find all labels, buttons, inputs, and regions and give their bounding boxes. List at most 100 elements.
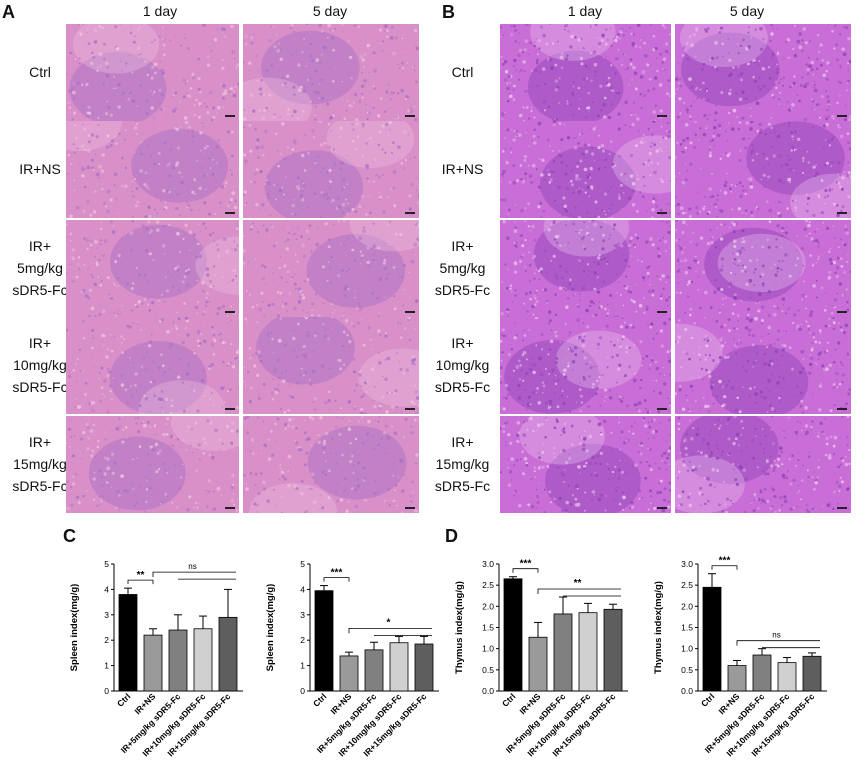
y-tick-label: 5: [104, 559, 109, 569]
significance-bracket: [711, 565, 738, 570]
spleen-tile-r1-c2: [243, 24, 419, 121]
y-tick-label: 2.5: [681, 580, 693, 590]
y-tick-label: 1.5: [681, 623, 693, 633]
y-axis-label: Spleen index(mg/g): [265, 584, 276, 672]
y-tick-label: 2: [300, 635, 305, 645]
chart-thymus-5day: Thymus index(mg/g) 0.0 0.5 1.0 1.5 2.0 2.5 3.0 C…: [644, 548, 834, 758]
y-axis-label: Thymus index(mg/g): [653, 581, 664, 674]
y-tick-label: 1.0: [681, 644, 693, 654]
significance-bracket: [348, 627, 432, 636]
bar: [578, 612, 598, 692]
panel-a-column-header-1day: 1 day: [142, 3, 178, 19]
panel-label-a: A: [2, 2, 15, 22]
spleen-tile-r2-c1: [66, 121, 239, 218]
panel-a-row-label-line: IR+: [28, 237, 52, 254]
significance-label: ns: [188, 562, 196, 571]
y-tick-label: 1: [104, 661, 109, 671]
panel-b-column-header-1day: 1 day: [567, 3, 603, 19]
bar: [528, 636, 548, 692]
significance-bracket: [152, 571, 236, 580]
panel-b-row-label-line: sDR5-Fc: [434, 378, 491, 395]
panel-b-row-label-line: 15mg/kg: [435, 455, 490, 472]
y-tick-label: 1: [300, 661, 305, 671]
chart-svg: Thymus index(mg/g) 0.0 0.5 1.0 1.5 2.0 2.5 3.0 C…: [653, 556, 827, 758]
panel-a-row-label-line: sDR5-Fc: [12, 281, 68, 298]
panel-a-row-label-line: 15mg/kg: [13, 455, 67, 472]
significance-bracket: [512, 568, 539, 573]
y-tick-label: 0: [300, 686, 305, 696]
y-tick-label: 2: [104, 635, 109, 645]
bar: [118, 594, 138, 692]
panel-a-row-label-3: IR+ 5mg/kg sDR5-Fc: [10, 220, 70, 315]
chart-spleen-1day: Spleen index(mg/g) 0 1 2 3 4 5 Ctrl IR+NS IR+5mg/…: [60, 548, 250, 758]
significance-label: **: [137, 570, 145, 581]
spleen-tile-r5-c2: [243, 416, 419, 513]
panel-a-row-label-line: 10mg/kg: [13, 356, 67, 373]
thymus-tile-r3-c2: [675, 220, 851, 317]
panel-a-row-label-5: IR+ 15mg/kg sDR5-Fc: [10, 416, 70, 511]
y-tick-label: 2.0: [681, 601, 693, 611]
significance-label: ***: [719, 556, 731, 567]
y-tick-label: 0.5: [681, 665, 693, 675]
panel-b-row-label-2: IR+NS: [425, 121, 500, 216]
panel-a-row-label-line: 5mg/kg: [17, 259, 63, 276]
panel-label-d: D: [445, 526, 458, 546]
panel-a-row-label-line: IR+NS: [19, 160, 61, 177]
spleen-tile-r4-c2: [243, 317, 419, 414]
y-tick-label: 3.0: [482, 559, 494, 569]
panel-a-row-label-line: IR+: [28, 433, 52, 450]
panel-b-row-label-line: IR+: [451, 237, 474, 254]
bar: [777, 662, 797, 692]
significance-label: ns: [772, 631, 780, 640]
x-tick-label: Ctrl: [311, 691, 328, 708]
bar: [802, 655, 822, 692]
panel-b-row-label-line: IR+NS: [441, 160, 484, 177]
panel-b-row-label-3: IR+ 5mg/kg sDR5-Fc: [425, 220, 500, 315]
x-tick-label: Ctrl: [115, 691, 132, 708]
panel-b-row-label-5: IR+ 15mg/kg sDR5-Fc: [425, 416, 500, 511]
panel-a-row-label-1: Ctrl: [10, 24, 70, 119]
panel-a-row-label-line: Ctrl: [29, 63, 51, 80]
thymus-tile-r5-c2: [675, 416, 851, 513]
panel-a-row-label-2: IR+NS: [10, 121, 70, 216]
panel-b-row-label-line: 10mg/kg: [435, 356, 490, 373]
thymus-tile-r1-c1: [500, 24, 671, 121]
thymus-tile-r2-c1: [500, 121, 671, 218]
y-tick-label: 0: [104, 686, 109, 696]
chart-spleen-5day: Spleen index(mg/g) 0 1 2 3 4 5 Ctrl IR+NS IR+5mg/…: [256, 548, 446, 758]
y-axis-label: Spleen index(mg/g): [69, 584, 80, 672]
thymus-tile-r2-c2: [675, 121, 851, 218]
bar: [339, 655, 359, 692]
significance-label: ***: [520, 559, 532, 570]
panel-b-row-label-line: sDR5-Fc: [434, 281, 491, 298]
spleen-tile-r4-c1: [66, 317, 239, 414]
thymus-tile-r3-c1: [500, 220, 671, 317]
chart-svg: Thymus index(mg/g) 0.0 0.5 1.0 1.5 2.0 2.5 3.0 C…: [454, 559, 628, 758]
thymus-tile-r4-c2: [675, 317, 851, 414]
bar: [168, 629, 188, 692]
significance-label: *: [387, 617, 391, 628]
y-tick-label: 3: [300, 610, 305, 620]
y-tick-label: 1.0: [482, 644, 494, 654]
significance-bracket: [323, 577, 350, 582]
y-tick-label: 2.5: [482, 580, 494, 590]
panel-b-row-label-line: IR+: [451, 334, 474, 351]
y-tick-label: 0.0: [482, 686, 494, 696]
panel-label-c: C: [63, 526, 76, 546]
panel-label-b: B: [442, 2, 455, 22]
spleen-tile-r2-c2: [243, 121, 419, 218]
significance-bracket: [537, 588, 621, 597]
panel-b-row-label-line: Ctrl: [451, 63, 474, 80]
significance-label: **: [574, 578, 582, 589]
y-axis-label: Thymus index(mg/g): [454, 581, 465, 674]
panel-a-row-label-line: sDR5-Fc: [12, 378, 68, 395]
bar: [314, 590, 334, 692]
y-tick-label: 4: [104, 584, 109, 594]
y-tick-label: 4: [300, 584, 305, 594]
y-tick-label: 1.5: [482, 623, 494, 633]
panel-b-row-label-line: IR+: [451, 433, 474, 450]
panel-b-column-header-5day: 5 day: [729, 3, 765, 19]
thymus-tile-r5-c1: [500, 416, 671, 513]
chart-thymus-1day: Thymus index(mg/g) 0.0 0.5 1.0 1.5 2.0 2.5 3.0 C…: [445, 548, 635, 758]
